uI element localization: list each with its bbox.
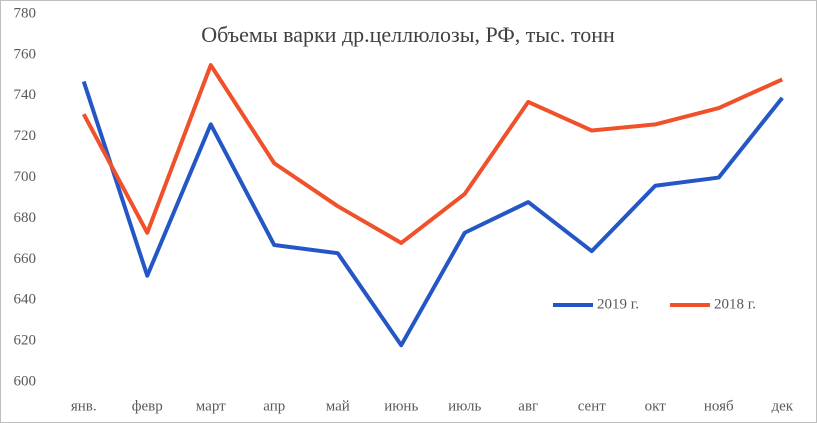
y-tick-label: 740 [14, 87, 37, 103]
y-tick-label: 760 [14, 46, 37, 62]
y-tick-label: 620 [14, 333, 37, 349]
x-tick-label: сент [578, 398, 607, 414]
legend-label: 2018 г. [714, 296, 756, 312]
y-tick-label: 720 [14, 128, 37, 144]
x-tick-label: июнь [384, 398, 418, 414]
x-tick-label: нояб [704, 398, 734, 414]
x-tick-label: янв. [71, 398, 97, 414]
x-tick-label: июль [448, 398, 481, 414]
x-tick-label: май [326, 398, 350, 414]
x-tick-label: февр [132, 398, 163, 414]
y-tick-label: 660 [14, 251, 37, 267]
x-tick-label: апр [263, 398, 285, 414]
y-tick-label: 680 [14, 210, 37, 226]
x-tick-label: март [196, 398, 226, 414]
x-tick-label: дек [771, 398, 793, 414]
y-tick-label: 700 [14, 169, 37, 185]
legend-label: 2019 г. [597, 296, 639, 312]
x-tick-label: окт [645, 398, 667, 414]
x-tick-label: авг [518, 398, 538, 414]
chart-title: Объемы варки др.целлюлозы, РФ, тыс. тонн [201, 22, 615, 47]
y-tick-label: 640 [14, 292, 37, 308]
series-line [81, 63, 784, 245]
y-tick-label: 600 [14, 373, 37, 389]
series-line [81, 80, 784, 348]
y-tick-label: 780 [14, 5, 37, 21]
